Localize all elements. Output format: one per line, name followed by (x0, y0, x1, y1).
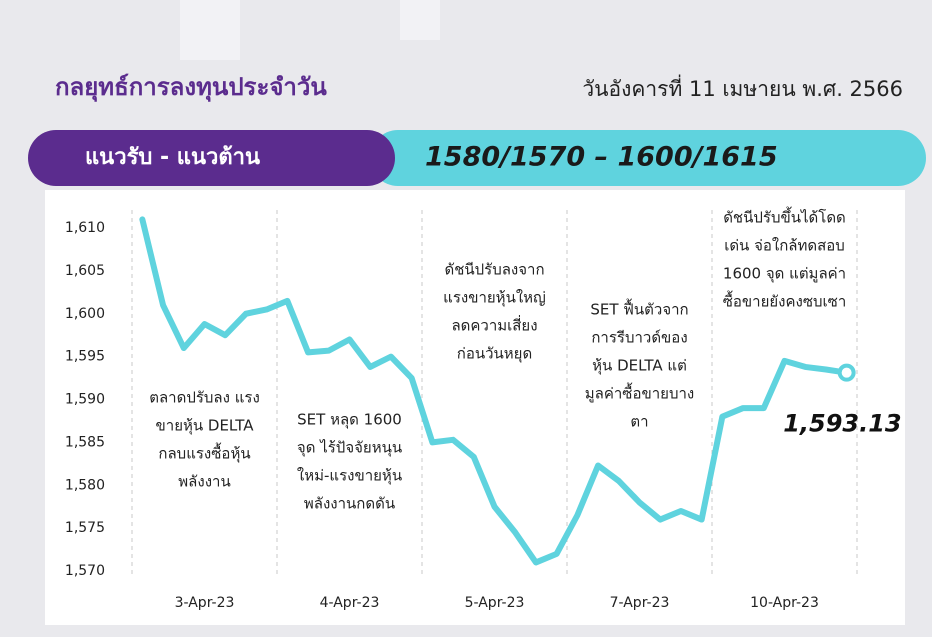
annotation: ก่อนวันหยุด (457, 345, 532, 364)
y-tick-label: 1,585 (65, 434, 105, 450)
chart-panel (45, 190, 905, 625)
y-tick-label: 1,610 (65, 220, 105, 236)
line (139, 216, 850, 566)
x-tick-label: 5-Apr-23 (465, 595, 525, 611)
y-tick-label: 1,595 (65, 349, 105, 365)
annotation: 1600 จุด แต่มูลค่า (723, 265, 846, 284)
y-tick-label: 1,570 (65, 563, 105, 579)
annotation: เด่น จ่อใกล้ทดสอบ (724, 237, 845, 255)
banner-label: แนวรับ - แนวต้าน (85, 145, 260, 170)
value-label: 1,593.13 (783, 410, 901, 438)
annotation: พลังงานกดดัน (304, 495, 395, 513)
date: วันอังคารที่ 11 เมษายน พ.ศ. 2566 (582, 74, 903, 101)
bg-shape (180, 0, 240, 60)
title: กลยุทธ์การลงทุนประจำวัน (55, 73, 327, 103)
annotation: ซื้อขายยังคงซบเซา (723, 291, 847, 311)
range-pill (370, 130, 926, 186)
annotation: กลบแรงซื้อหุ้น (158, 443, 250, 464)
annotation: ตา (630, 413, 648, 431)
annotation: แรงขายหุ้นใหญ่ (443, 289, 546, 308)
x-tick-label: 4-Apr-23 (320, 595, 380, 611)
y-tick-label: 1,580 (65, 477, 105, 493)
annotation: พลังงาน (178, 473, 230, 491)
annotation: ลดความเสี่ยง (451, 315, 537, 335)
annotation: ใหม่-แรงขายหุ้น (297, 467, 402, 486)
annotation: ดัชนีปรับลงจาก (444, 261, 544, 279)
annotation: การรีบาวด์ของ (591, 329, 687, 347)
annotation: ตลาดปรับลง แรง (149, 389, 260, 407)
annotation: SET หลุด 1600 (297, 411, 402, 430)
y-tick-label: 1,575 (65, 520, 105, 536)
annotation: ดัชนีปรับขึ้นได้โดด (723, 207, 846, 227)
bg-shape (400, 0, 440, 40)
y-tick-label: 1,600 (65, 306, 105, 322)
annotation: ขายหุ้น DELTA (156, 417, 255, 436)
x-tick-label: 3-Apr-23 (175, 595, 235, 611)
y-tick-label: 1,590 (65, 392, 105, 408)
y-tick-label: 1,605 (65, 263, 105, 279)
end-marker (837, 363, 856, 382)
x-tick-label: 10-Apr-23 (750, 595, 819, 611)
plot: 1,570 1,575 1,580 1,585 1,590 1,595 1,600 1,605… (65, 207, 902, 612)
annotation: หุ้น DELTA แต่ (592, 357, 687, 376)
annotation: จุด ไร้ปัจจัยหนุน (297, 439, 402, 458)
x-tick-label: 7-Apr-23 (610, 595, 670, 611)
annotation: มูลค่าซื้อขายบาง (585, 383, 694, 403)
banner-range: 1580/1570 – 1600/1615 (425, 142, 778, 173)
label-pill (28, 130, 395, 186)
annotation: SET ฟื้นตัวจาก (590, 299, 688, 319)
